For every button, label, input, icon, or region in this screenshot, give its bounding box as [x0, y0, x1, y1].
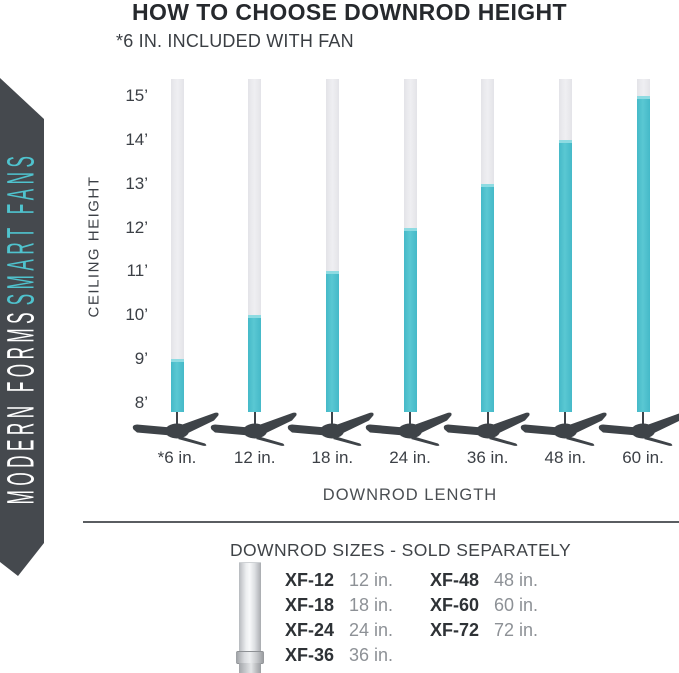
brand-text: MODERN FORMSSMART FANS — [1, 152, 44, 505]
category-label: 18 in. — [311, 448, 354, 467]
y-tick-label: 11’ — [126, 261, 148, 281]
page-title: HOW TO CHOOSE DOWNROD HEIGHT — [132, 0, 567, 25]
downrod-size: 60 in. — [494, 595, 539, 615]
downrod-size: 48 in. — [494, 570, 539, 590]
category-label: 60 in. — [622, 448, 664, 467]
bar-empty-segment — [248, 79, 262, 316]
bar-filled-segment — [636, 96, 650, 412]
downrod-size: 24 in. — [349, 620, 394, 640]
downrod-code: XF-72 — [430, 620, 480, 640]
y-tick-label: 9’ — [134, 349, 148, 369]
ceiling-fan-icon — [595, 412, 679, 448]
downrod-code: XF-18 — [285, 595, 335, 615]
y-tick-label: 13’ — [125, 173, 148, 193]
downrod-size: 72 in. — [494, 620, 539, 640]
bar-cap — [248, 315, 262, 319]
y-tick-label: 10’ — [125, 305, 148, 325]
bar-cap — [558, 139, 572, 143]
bar-cap — [403, 227, 417, 231]
downrod-sizes-heading: DOWNROD SIZES - SOLD SEPARATELY — [230, 540, 572, 560]
bar-empty-segment — [325, 79, 339, 272]
bar-empty-segment — [636, 79, 650, 96]
x-axis-title: DOWNROD LENGTH — [322, 486, 498, 504]
y-tick-label: 14’ — [125, 129, 148, 149]
section-divider — [83, 521, 679, 523]
downrod-row: XF-24 24 in. — [285, 618, 393, 643]
bar-filled-segment — [481, 183, 495, 412]
downrod-code: XF-12 — [285, 570, 335, 590]
bar-empty-segment — [403, 79, 417, 228]
bar-filled-segment — [558, 139, 572, 412]
downrod-row: XF-72 72 in. — [430, 618, 538, 643]
bar-filled-segment — [170, 359, 184, 412]
downrod-size: 12 in. — [349, 570, 394, 590]
downrod-row: XF-18 18 in. — [285, 593, 393, 618]
downrod-row: XF-12 12 in. — [285, 568, 393, 593]
downrod-row: XF-36 36 in. — [285, 643, 393, 668]
downrod-table-column-2: XF-48 48 in. XF-60 60 in. XF-72 72 in. — [430, 568, 538, 643]
bar-filled-segment — [325, 271, 339, 412]
brand-text-wrap: MODERN FORMSSMART FANS — [0, 108, 44, 548]
downrod-size: 18 in. — [349, 595, 394, 615]
bar-cap — [325, 271, 339, 275]
bar-filled-segment — [248, 315, 262, 412]
category-label: *6 in. — [157, 448, 197, 467]
bar-cap — [170, 359, 184, 363]
downrod-code: XF-60 — [430, 595, 480, 615]
y-tick-label: 12’ — [125, 217, 148, 237]
bar-empty-segment — [558, 79, 572, 140]
bar-cap — [481, 183, 495, 187]
brand-name: MODERN FORMS — [0, 307, 43, 505]
brand-ribbon: MODERN FORMSSMART FANS — [0, 78, 44, 576]
category-label: 48 in. — [544, 448, 587, 467]
bar-filled-segment — [403, 227, 417, 412]
category-label: 36 in. — [466, 448, 509, 467]
downrod-size: 36 in. — [349, 645, 394, 665]
downrod-row: XF-48 48 in. — [430, 568, 538, 593]
downrod-stub — [239, 663, 261, 673]
downrod-code: XF-24 — [285, 620, 335, 640]
bar-cap — [636, 96, 650, 99]
downrod-table-column-1: XF-12 12 in. XF-18 18 in. XF-24 24 in. XF-36 36… — [285, 568, 393, 668]
downrod-code: XF-36 — [285, 645, 335, 665]
downrod-row: XF-60 60 in. — [430, 593, 538, 618]
category-label: 12 in. — [233, 448, 276, 467]
y-tick-label: 15’ — [125, 86, 148, 105]
bar-empty-segment — [170, 79, 184, 360]
chart-footnote: *6 IN. INCLUDED WITH FAN — [116, 31, 354, 51]
brand-subname: SMART FANS — [0, 151, 43, 306]
downrod-image — [236, 562, 264, 673]
y-tick-label: 8’ — [134, 393, 148, 412]
category-label: 24 in. — [389, 448, 431, 467]
downrod-code: XF-48 — [430, 570, 480, 590]
bar-empty-segment — [481, 79, 495, 184]
downrod-tube — [239, 562, 261, 652]
